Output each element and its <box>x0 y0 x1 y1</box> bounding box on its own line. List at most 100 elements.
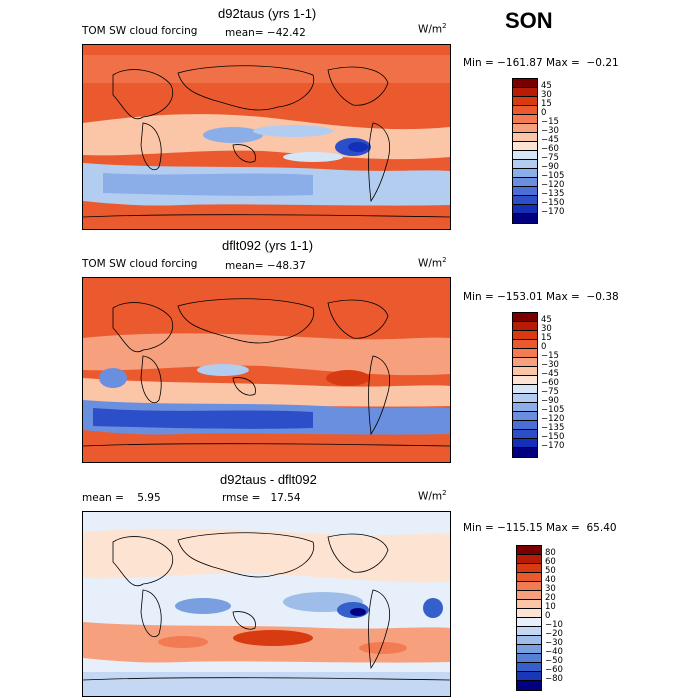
panel-3-units: W/m2 <box>418 489 447 503</box>
panel-1-title: d92taus (yrs 1-1) <box>218 6 317 21</box>
colorbar-tick-label: 0 <box>545 611 551 621</box>
colorbar-tick-label: −30 <box>545 638 563 648</box>
panel-1-minmax: Min = −161.87 Max = −0.21 <box>463 57 619 69</box>
colorbar-swatch <box>513 313 537 322</box>
panel-2-colorbar-ticks: 45 30 15 0 −15 −30 −45 −60 −75 −90 −105 −120 −135 −15… <box>541 316 564 451</box>
colorbar-swatch <box>517 546 541 555</box>
colorbar-tick-label: −135 <box>541 423 565 433</box>
colorbar-tick-label: −80 <box>545 674 563 684</box>
panel-2-title: dflt092 (yrs 1-1) <box>222 238 314 253</box>
colorbar-swatch <box>517 573 541 582</box>
panel-1-variable-label: TOM SW cloud forcing <box>82 25 198 37</box>
colorbar-swatch <box>513 187 537 196</box>
colorbar-swatch <box>513 421 537 430</box>
colorbar-swatch <box>517 591 541 600</box>
colorbar-swatch <box>513 385 537 394</box>
panel-3-map <box>82 511 451 697</box>
colorbar-tick-label: −135 <box>541 189 565 199</box>
colorbar-swatch <box>513 196 537 205</box>
colorbar-swatch <box>517 654 541 663</box>
colorbar-tick-label: 20 <box>545 593 556 603</box>
colorbar-swatch <box>513 403 537 412</box>
panel-1-map-graphic <box>83 45 450 229</box>
colorbar-tick-label: −45 <box>541 369 559 379</box>
colorbar-swatch <box>517 582 541 591</box>
colorbar-swatch <box>513 376 537 385</box>
panel-3-title: d92taus - dflt092 <box>220 472 317 487</box>
colorbar-swatch <box>513 394 537 403</box>
colorbar-swatch <box>513 169 537 178</box>
colorbar-swatch <box>513 448 537 457</box>
panel-3-rmse-label: rmse = 17.54 <box>222 492 301 504</box>
panel-2-variable-label: TOM SW cloud forcing <box>82 258 198 270</box>
panel-1-map <box>82 44 451 230</box>
colorbar-swatch <box>513 151 537 160</box>
colorbar-swatch <box>513 79 537 88</box>
colorbar-swatch <box>513 349 537 358</box>
colorbar-swatch <box>517 636 541 645</box>
colorbar-swatch <box>513 133 537 142</box>
panel-1-colorbar-cells <box>513 79 537 223</box>
panel-2-colorbar-cells <box>513 313 537 457</box>
panel-2-minmax: Min = −153.01 Max = −0.38 <box>463 291 619 303</box>
colorbar-swatch <box>517 627 541 636</box>
colorbar-tick-label: 80 <box>545 548 556 558</box>
colorbar-swatch <box>513 367 537 376</box>
colorbar-tick-label: 40 <box>545 575 556 585</box>
colorbar-swatch <box>513 106 537 115</box>
colorbar-swatch <box>517 609 541 618</box>
colorbar-tick-label: −60 <box>541 378 559 388</box>
colorbar-tick-label: 45 <box>541 315 552 325</box>
panel-2-map <box>82 277 451 463</box>
panel-1-units: W/m2 <box>418 22 447 36</box>
colorbar-tick-label: −20 <box>545 629 563 639</box>
colorbar-tick-label: −170 <box>541 207 565 217</box>
colorbar-tick-label: 60 <box>545 557 556 567</box>
panel-3-colorbar-ticks: 80 60 50 40 30 20 10 0 −10 −20 −30 −40 −50 −60 −80 <box>545 549 563 684</box>
colorbar-swatch <box>517 564 541 573</box>
colorbar-tick-label: 0 <box>541 108 547 118</box>
colorbar-tick-label: −40 <box>545 647 563 657</box>
colorbar-swatch <box>513 430 537 439</box>
colorbar-tick-label: 50 <box>545 566 556 576</box>
colorbar-tick-label: −10 <box>545 620 563 630</box>
colorbar-tick-label: 15 <box>541 333 552 343</box>
colorbar-swatch <box>517 618 541 627</box>
colorbar-swatch <box>517 645 541 654</box>
colorbar-tick-label: −60 <box>541 144 559 154</box>
colorbar-swatch <box>513 205 537 214</box>
panel-1-mean-label: mean= −42.42 <box>225 27 306 39</box>
panel-3-map-graphic <box>83 512 450 696</box>
colorbar-swatch <box>513 124 537 133</box>
colorbar-swatch <box>513 115 537 124</box>
colorbar-tick-label: −75 <box>541 387 559 397</box>
colorbar-tick-label: −105 <box>541 405 565 415</box>
colorbar-tick-label: −75 <box>541 153 559 163</box>
colorbar-tick-label: −90 <box>541 396 559 406</box>
colorbar-swatch <box>517 681 541 690</box>
panel-3-colorbar-cells <box>517 546 541 690</box>
colorbar-swatch <box>517 663 541 672</box>
colorbar-swatch <box>513 97 537 106</box>
colorbar-tick-label: 30 <box>541 324 552 334</box>
panel-3-colorbar <box>516 545 542 691</box>
colorbar-tick-label: −15 <box>541 351 559 361</box>
colorbar-tick-label: −150 <box>541 198 565 208</box>
colorbar-tick-label: 15 <box>541 99 552 109</box>
colorbar-tick-label: −170 <box>541 441 565 451</box>
colorbar-swatch <box>513 358 537 367</box>
colorbar-tick-label: −60 <box>545 665 563 675</box>
colorbar-tick-label: −120 <box>541 180 565 190</box>
colorbar-swatch <box>513 331 537 340</box>
colorbar-tick-label: −50 <box>545 656 563 666</box>
colorbar-swatch <box>517 600 541 609</box>
colorbar-tick-label: −30 <box>541 360 559 370</box>
panel-2-map-graphic <box>83 278 450 462</box>
colorbar-tick-label: −150 <box>541 432 565 442</box>
colorbar-tick-label: −15 <box>541 117 559 127</box>
panel-2-mean-label: mean= −48.37 <box>225 260 306 272</box>
colorbar-tick-label: −30 <box>541 126 559 136</box>
panel-3-mean-label: mean = 5.95 <box>82 492 161 504</box>
colorbar-swatch <box>513 160 537 169</box>
colorbar-tick-label: 30 <box>545 584 556 594</box>
